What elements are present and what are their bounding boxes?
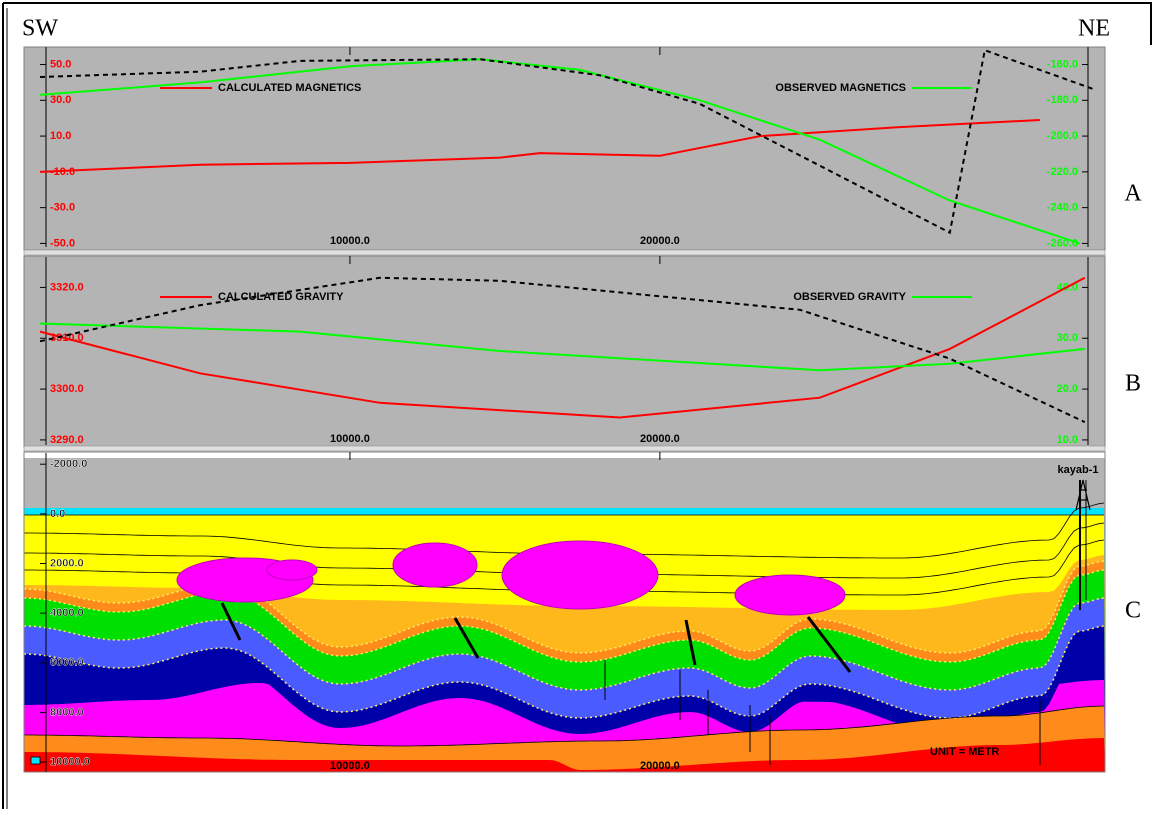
y-tick-label: 50.0 <box>50 58 71 70</box>
y-tick-label: 30.0 <box>50 94 71 106</box>
horizon-line <box>24 705 1105 747</box>
y-tick-label: 3290.0 <box>50 434 84 446</box>
salt-body <box>734 574 846 616</box>
legend-label: OBSERVED MAGNETICS <box>775 82 906 94</box>
x-tick-label: 10000.0 <box>330 433 370 445</box>
salt-body <box>392 542 478 588</box>
section-layers <box>24 458 1105 772</box>
derrick <box>1075 479 1091 511</box>
y-tick-label: 4000.0 <box>50 607 84 619</box>
direction-label: NE <box>1078 16 1110 42</box>
salt-body <box>501 540 659 610</box>
fault <box>453 617 480 659</box>
unit-label: UNIT = METR <box>930 746 999 758</box>
y2-tick-label: -260.0 <box>1047 237 1078 249</box>
y-tick-label: 10.0 <box>50 130 71 142</box>
data-line <box>39 322 1085 372</box>
y2-tick-label: -220.0 <box>1047 166 1078 178</box>
legend-label: OBSERVED GRAVITY <box>793 291 906 303</box>
y-tick-label: 10000.0 <box>50 756 90 768</box>
y2-tick-label: -180.0 <box>1047 94 1078 106</box>
fault <box>684 619 697 666</box>
panel-separator <box>23 445 1106 452</box>
x-tick-label: 10000.0 <box>330 760 370 772</box>
data-line <box>39 48 1096 235</box>
y2-tick-label: -240.0 <box>1047 202 1078 214</box>
y2-tick-label: -200.0 <box>1047 130 1078 142</box>
legend-label: CALCULATED MAGNETICS <box>218 82 361 94</box>
legend-label: CALCULATED GRAVITY <box>218 291 344 303</box>
y-tick-label: 0.0 <box>50 508 65 520</box>
y2-tick-label: 30.0 <box>1057 332 1078 344</box>
y-tick-label: -30.0 <box>50 202 75 214</box>
data-line <box>39 276 1086 424</box>
data-line <box>39 119 1040 173</box>
y-tick-label: 6000.0 <box>50 657 84 669</box>
well-label: kayab-1 <box>1058 464 1099 476</box>
panel-frame <box>23 451 1106 773</box>
panel-label: C <box>1125 598 1141 624</box>
panel-separator <box>23 249 1106 256</box>
x-tick-label: 20000.0 <box>640 433 680 445</box>
direction-label: SW <box>22 16 58 42</box>
y2-tick-label: 10.0 <box>1057 434 1078 446</box>
y-tick-label: -2000.0 <box>50 458 87 470</box>
x-tick-label: 20000.0 <box>640 235 680 247</box>
y-tick-label: 2000.0 <box>50 557 84 569</box>
panel-label: A <box>1124 181 1142 207</box>
panel-label: B <box>1125 371 1141 397</box>
rock-layer <box>24 738 1105 772</box>
y2-tick-label: 20.0 <box>1057 383 1078 395</box>
y-tick-label: 3300.0 <box>50 383 84 395</box>
rock-layer <box>24 706 1105 772</box>
panel <box>23 46 1106 251</box>
marker <box>30 756 41 765</box>
data-line <box>39 276 1086 419</box>
x-tick-label: 10000.0 <box>330 235 370 247</box>
x-tick-label: 20000.0 <box>640 760 680 772</box>
fault <box>220 602 242 641</box>
y-tick-label: -50.0 <box>50 237 75 249</box>
salt-body <box>266 559 318 581</box>
data-line <box>39 58 1081 245</box>
fault <box>806 616 852 673</box>
y-tick-label: 3320.0 <box>50 281 84 293</box>
y2-tick-label: -160.0 <box>1047 58 1078 70</box>
y-tick-label: 8000.0 <box>50 706 84 718</box>
